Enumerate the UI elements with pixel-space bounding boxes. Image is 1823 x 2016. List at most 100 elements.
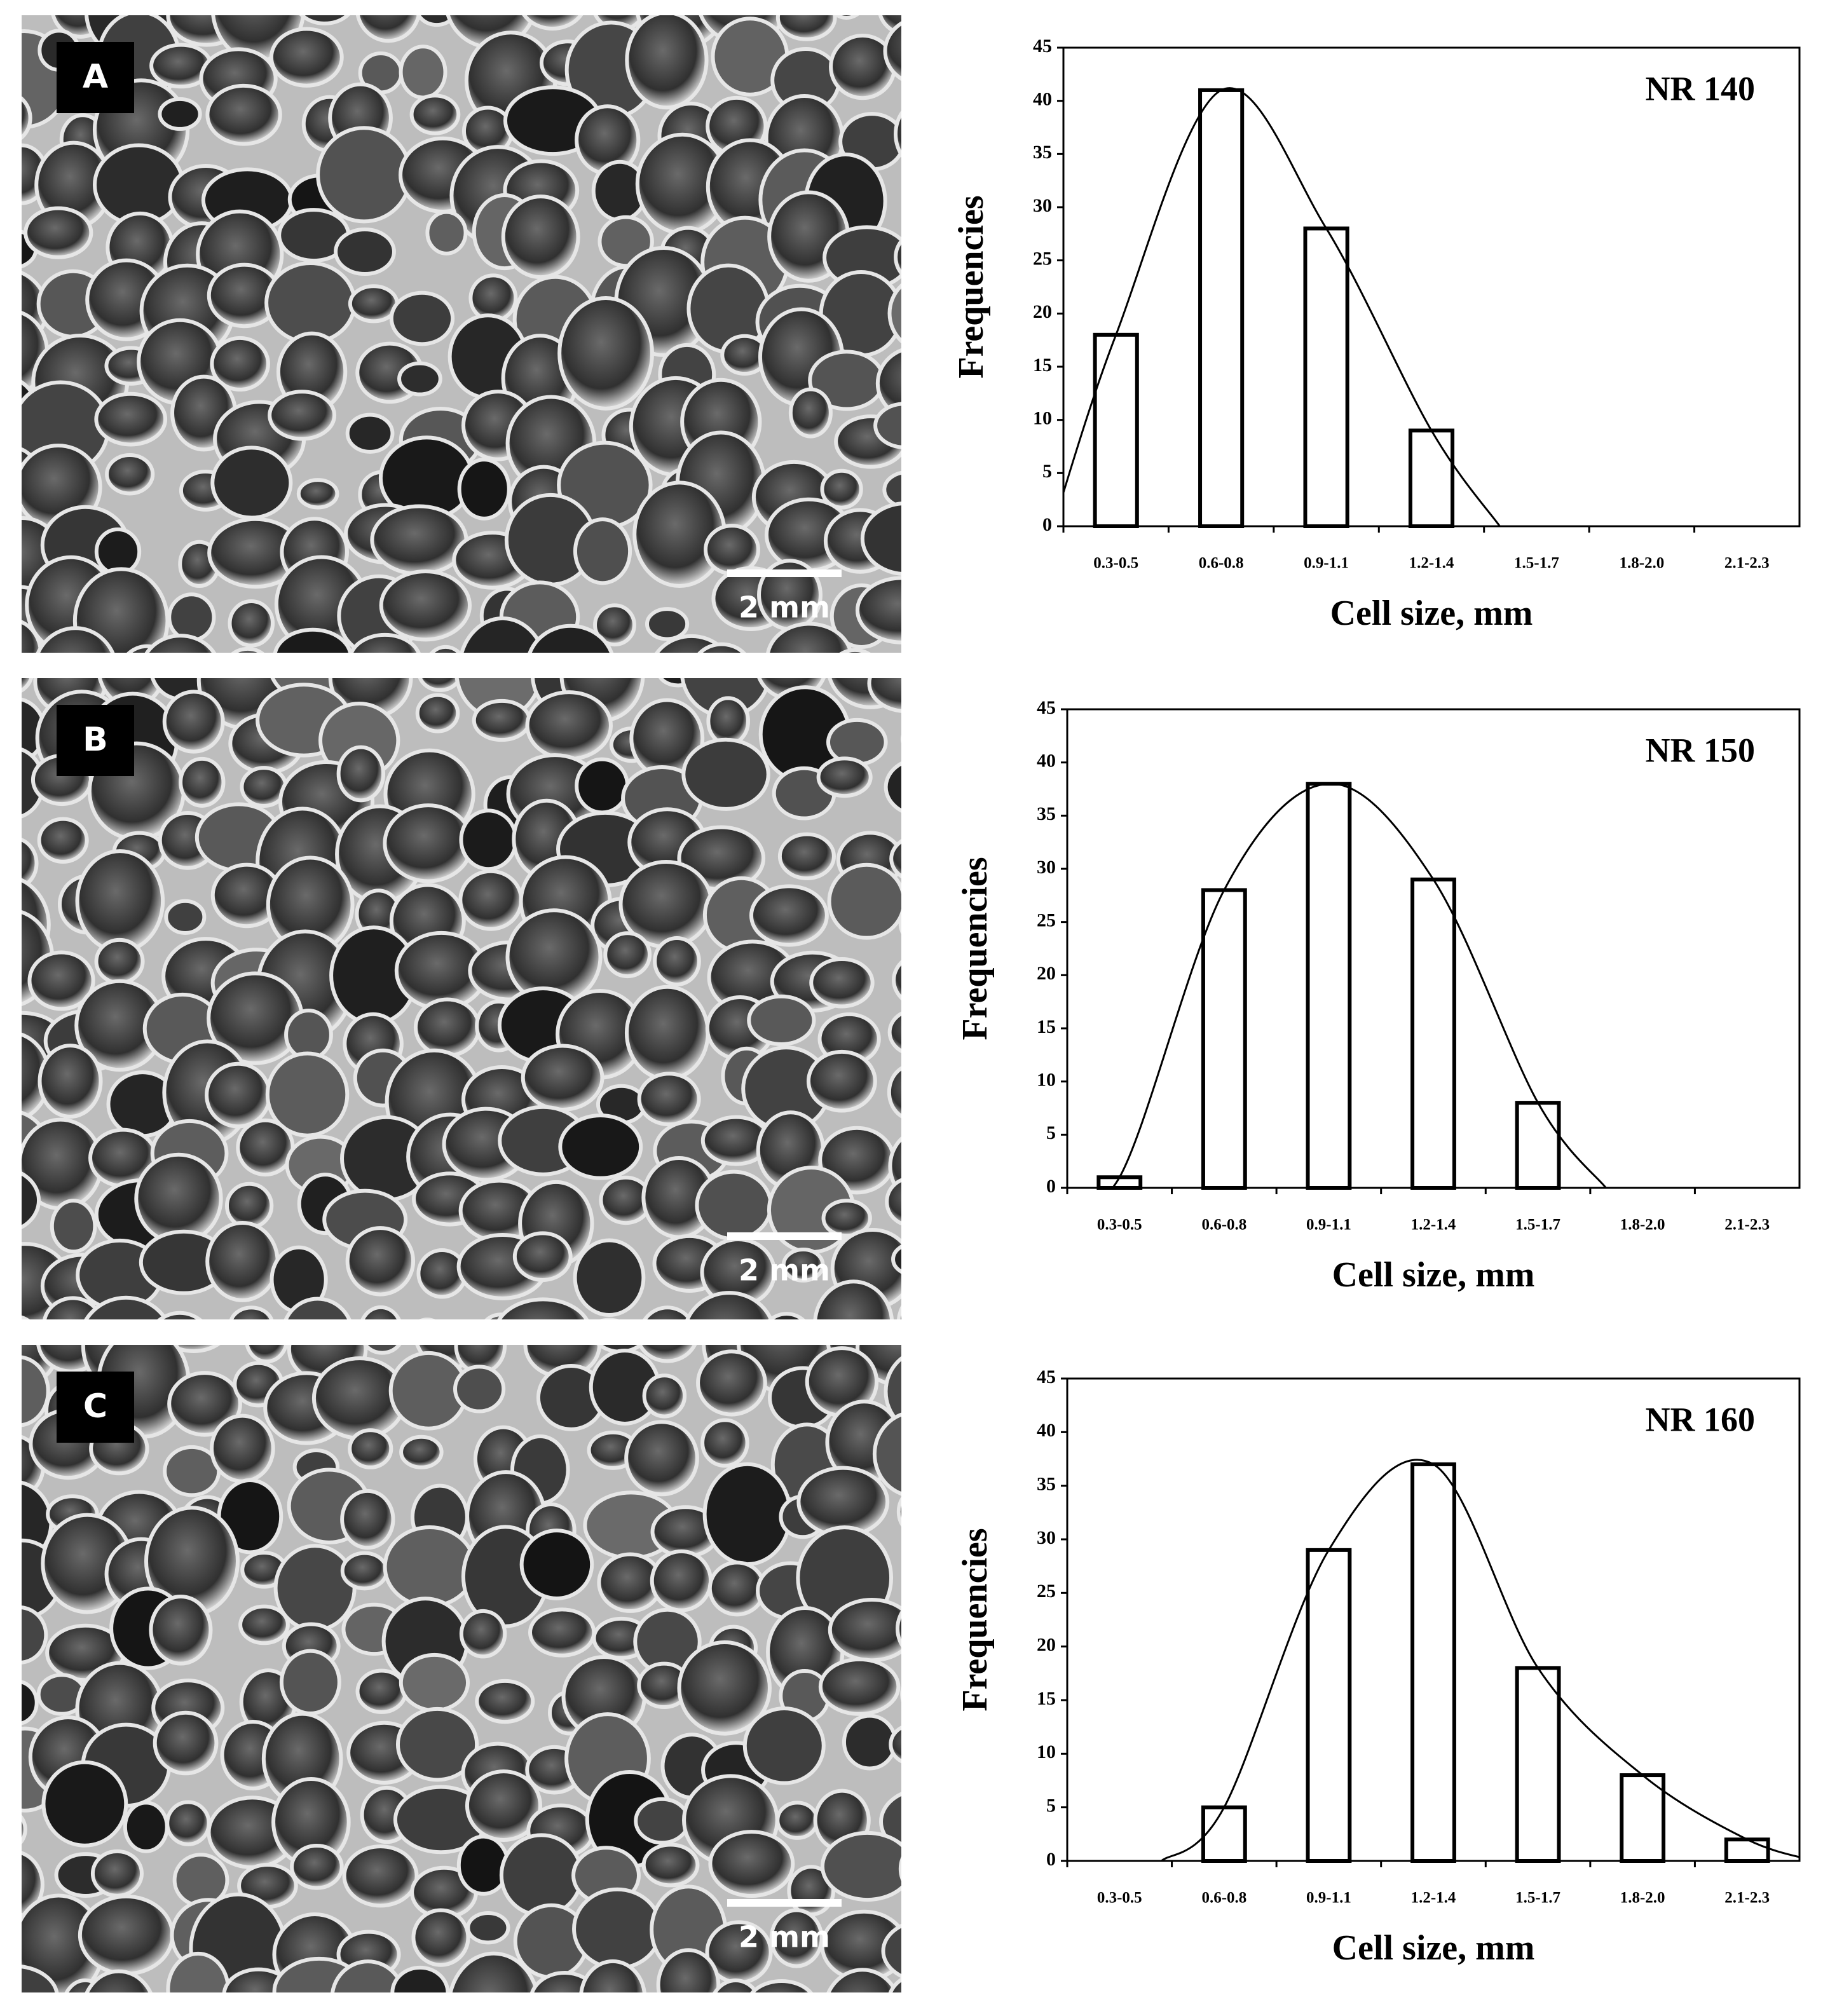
cell: [22, 1315, 31, 1319]
cell: [872, 1412, 901, 1496]
y-tick-label: 45: [1037, 697, 1056, 718]
x-tick-label: 1.8-2.0: [1619, 555, 1664, 572]
cell: [887, 1011, 901, 1054]
cell: [497, 1297, 589, 1319]
cell: [887, 283, 901, 344]
y-tick-label: 5: [1046, 1795, 1056, 1816]
cell: [22, 1605, 48, 1665]
y-tick-label: 20: [1037, 1635, 1056, 1656]
x-tick-label: 0.9-1.1: [1306, 1216, 1351, 1234]
cell: [389, 290, 455, 346]
y-tick-label: 15: [1037, 1688, 1056, 1709]
cell: [390, 1965, 450, 1992]
cell: [685, 1291, 774, 1319]
cell: [22, 620, 43, 653]
cell: [459, 808, 518, 871]
cell: [512, 1231, 573, 1283]
cell: [41, 1760, 128, 1848]
cell: [345, 412, 395, 454]
cell: [157, 1311, 203, 1319]
cell: [456, 1834, 510, 1896]
cell: [475, 1679, 535, 1724]
cell: [84, 1295, 168, 1319]
cell: [162, 690, 225, 754]
cell: [820, 468, 863, 510]
cell: [650, 1549, 713, 1612]
cell: [892, 960, 901, 1001]
cell: [264, 261, 357, 344]
cell: [340, 1551, 389, 1591]
cell: [833, 15, 859, 20]
cell: [166, 1951, 230, 1992]
cell: [747, 994, 816, 1046]
cell: [383, 1525, 477, 1609]
cell: [884, 761, 901, 813]
cell: [603, 931, 652, 979]
cell: [788, 387, 833, 439]
chart-title: NR 160: [1646, 1400, 1756, 1438]
scale-bar-label: 2 mm: [739, 1253, 830, 1288]
cell: [22, 1171, 41, 1230]
cell: [0, 0, 24, 17]
cell: [883, 21, 901, 81]
cell: [94, 937, 145, 985]
cell: [458, 869, 524, 931]
cell: [460, 616, 546, 653]
cell: [889, 1726, 901, 1764]
cell: [466, 1910, 510, 1945]
cell: [681, 737, 770, 811]
cell: [165, 1800, 211, 1846]
bar: [1410, 1462, 1456, 1863]
x-tick-label: 0.9-1.1: [1306, 1890, 1351, 1907]
cell: [579, 1959, 646, 1992]
cell: [290, 1843, 344, 1890]
cell: [860, 501, 901, 576]
cell: [867, 678, 901, 713]
cell: [228, 599, 275, 648]
cell: [637, 1072, 701, 1127]
cell: [349, 632, 421, 653]
bar: [1201, 888, 1247, 1190]
cell: [557, 296, 654, 411]
cell: [459, 1609, 507, 1659]
cell: [236, 1118, 295, 1177]
y-tick-label: 30: [1033, 195, 1052, 216]
cell: [348, 1428, 393, 1469]
cell: [702, 1462, 793, 1567]
cell: [345, 1226, 416, 1297]
bar: [1408, 428, 1455, 529]
panel-label-box: [57, 42, 134, 113]
bar: [1620, 1773, 1666, 1863]
cell: [75, 849, 165, 953]
cell: [713, 1979, 759, 1992]
cell: [813, 1279, 894, 1319]
cell: [179, 756, 226, 808]
panel-label: B: [83, 721, 108, 759]
fit-curve: [1111, 782, 1607, 1188]
cell: [355, 1668, 408, 1714]
bar: [1724, 1837, 1770, 1863]
bar: [1306, 782, 1352, 1190]
cell: [231, 646, 265, 653]
cell: [895, 1609, 901, 1648]
cell: [696, 1349, 767, 1417]
x-tick-label: 0.9-1.1: [1304, 555, 1349, 572]
cell: [742, 1706, 826, 1785]
cell: [167, 1371, 242, 1437]
cell: [499, 1833, 584, 1917]
y-tick-label: 0: [1046, 1176, 1056, 1197]
y-tick-label: 35: [1033, 142, 1052, 163]
y-axis-label: Frequencies: [952, 195, 991, 378]
cell: [158, 97, 202, 131]
cell: [457, 458, 511, 521]
cell: [415, 693, 460, 733]
cell: [399, 44, 447, 100]
y-tick-label: 25: [1033, 249, 1052, 269]
cell: [839, 648, 871, 653]
cell: [279, 1649, 341, 1715]
histogram: 0 5 10 15 20 25 30 35 40 45 0.3-0.5 0.6-0.8 0.9-1.1 1…: [955, 697, 1801, 1295]
bar: [1306, 1548, 1352, 1863]
fit-curve: [1063, 87, 1501, 526]
cell: [299, 15, 350, 25]
cell: [653, 936, 701, 987]
